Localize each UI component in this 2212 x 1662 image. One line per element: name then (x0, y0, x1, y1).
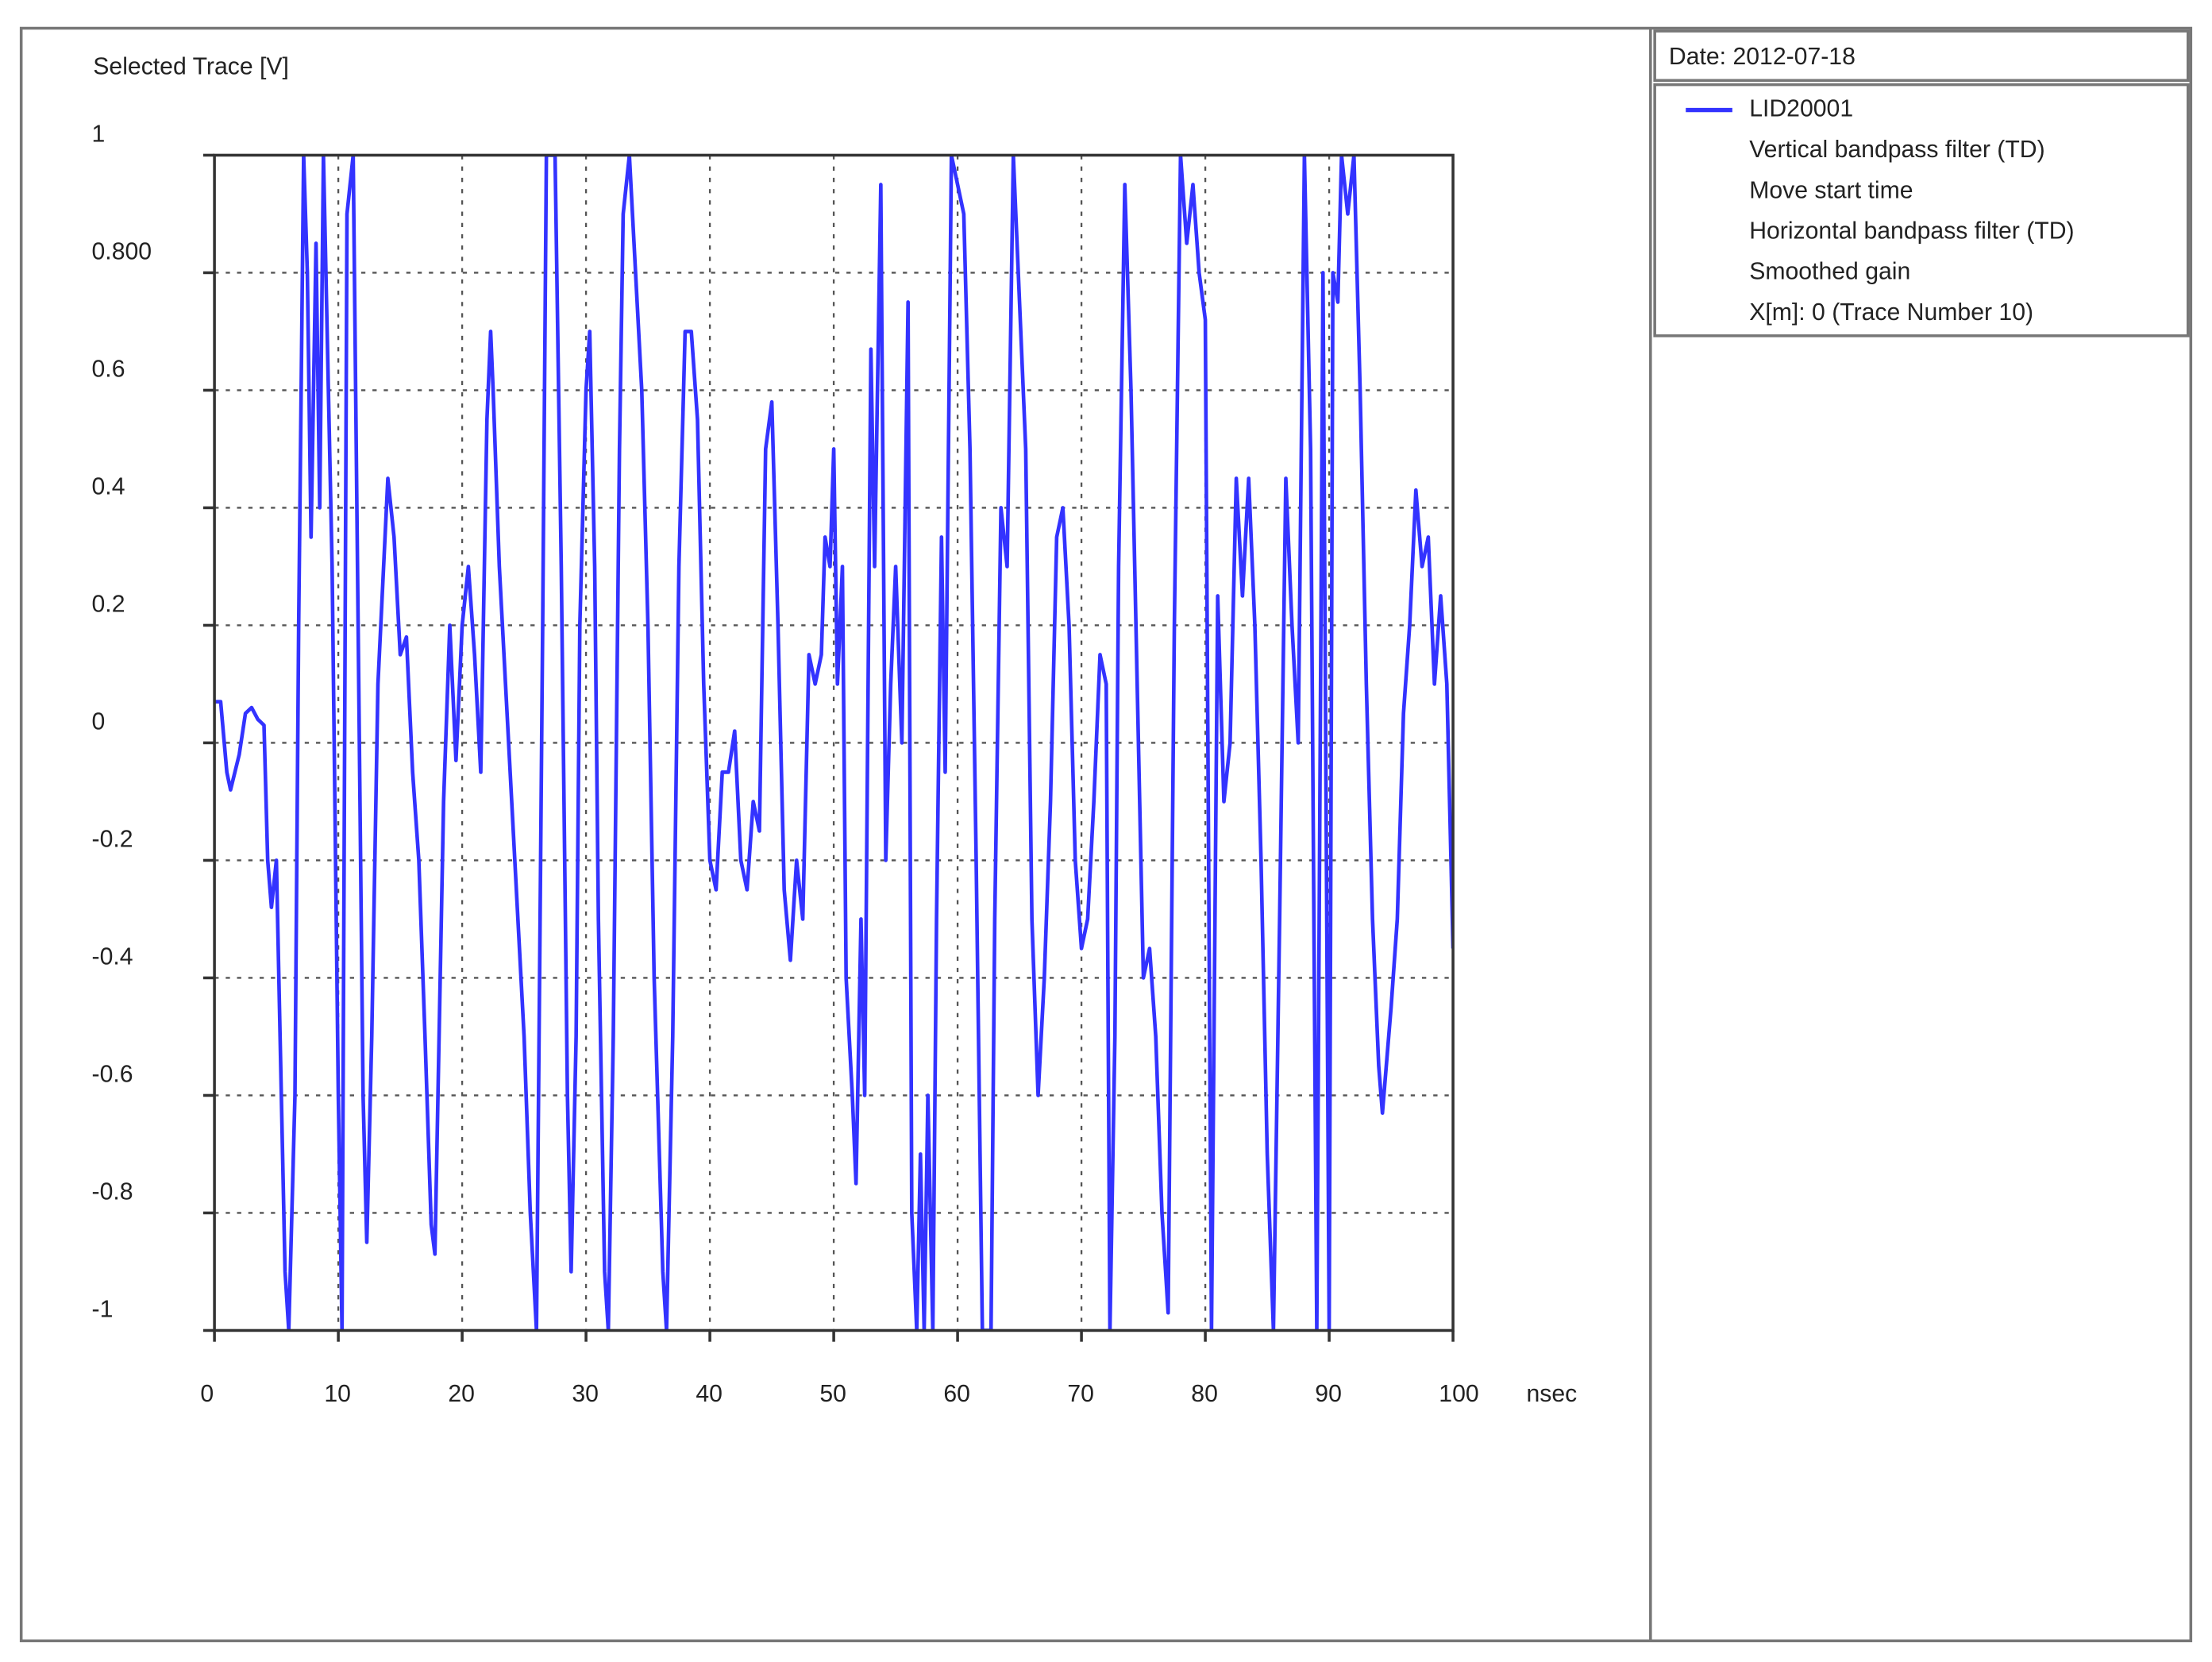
y-tick-label: -0.8 (92, 1179, 133, 1205)
legend-note: X[m]: 0 (Trace Number 10) (1749, 299, 2033, 326)
chart-frame (19, 26, 2193, 1643)
x-tick-label: 0 (200, 1381, 214, 1407)
trace-line (214, 155, 1454, 1331)
y-tick-label: 0.6 (92, 357, 125, 383)
y-axis-title: Selected Trace [V] (93, 53, 289, 79)
legend-note: Vertical bandpass filter (TD) (1749, 137, 2044, 163)
legend: LID20001 Vertical bandpass filter (TD) Mov… (1686, 96, 2075, 326)
y-tick-label: -0.2 (92, 827, 133, 853)
x-tick-label: 20 (448, 1381, 475, 1407)
x-axis-title: nsec (1526, 1381, 1577, 1407)
y-tick-label: 0.4 (92, 474, 125, 500)
x-tick-label: 90 (1315, 1381, 1342, 1407)
y-tick-label: -0.4 (92, 944, 133, 970)
y-tick-label: -1 (92, 1297, 114, 1323)
x-tick-label: 70 (1067, 1381, 1094, 1407)
x-tick-label: 100 (1439, 1381, 1478, 1407)
y-tick-label: -0.6 (92, 1062, 133, 1088)
x-tick-label: 80 (1191, 1381, 1218, 1407)
x-tick-label: 50 (819, 1381, 846, 1407)
legend-label: LID20001 (1749, 96, 1853, 122)
y-tick-label: 1 (92, 121, 106, 148)
legend-note: Smoothed gain (1749, 259, 1910, 285)
date-box (1653, 29, 2190, 83)
y-tick-label: 0 (92, 709, 106, 735)
x-tick-label: 10 (324, 1381, 351, 1407)
x-tick-label: 60 (943, 1381, 970, 1407)
x-tick-label: 40 (696, 1381, 723, 1407)
date: Date: 2012-07-18 (1669, 44, 1856, 70)
legend-note: Move start time (1749, 177, 1913, 203)
y-tick-label: 0.800 (92, 239, 152, 265)
y-tick-label: 0.2 (92, 592, 125, 618)
legend-note: Horizontal bandpass filter (TD) (1749, 218, 2074, 244)
x-tick-label: 30 (572, 1381, 599, 1407)
plot-area (214, 155, 1454, 1331)
legend-box (1653, 83, 2190, 337)
